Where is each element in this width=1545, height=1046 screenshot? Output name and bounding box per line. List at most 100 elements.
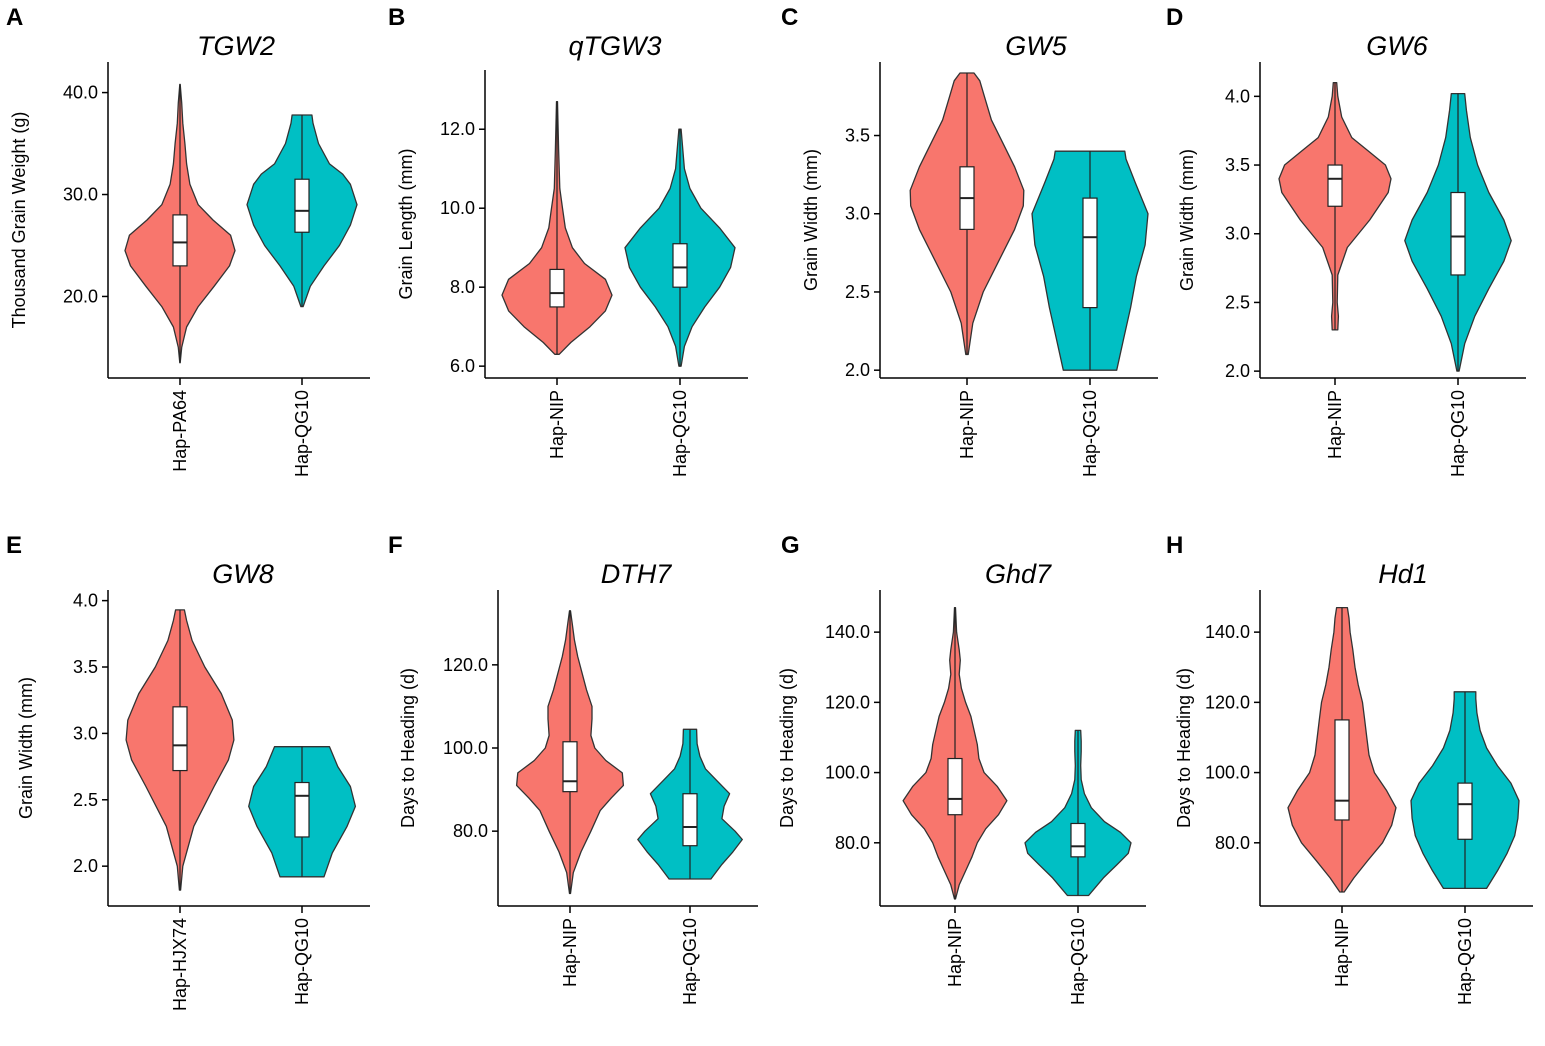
panel-title: Ghd7 — [985, 559, 1052, 589]
y-axis-title: Grain Width (mm) — [801, 149, 821, 291]
panel-title: TGW2 — [197, 31, 275, 61]
panel-letter: C — [781, 4, 798, 31]
y-axis-title: Grain Width (mm) — [16, 677, 36, 819]
y-tick-label: 140.0 — [1205, 622, 1250, 642]
iqr-box — [1070, 822, 1086, 858]
panel-a: A TGW2 20.0 30.0 40.0 Thousand Grain Weight (… — [6, 4, 370, 477]
iqr-box — [672, 243, 688, 288]
category-label: Hap-NIP — [547, 390, 567, 459]
category-label: Hap-NIP — [1325, 390, 1345, 459]
series-hap-nip — [515, 610, 625, 895]
panel-c: C GW5 2.0 2.5 3.0 3.5 Grain Width (mm) Hap-NIP H… — [781, 4, 1158, 477]
series-hap-qg10 — [1404, 92, 1512, 372]
panel-g: G Ghd7 80.0 100.0 120.0 140.0 Days to Heading … — [777, 532, 1146, 1005]
y-axis-title: Grain Length (mm) — [396, 148, 416, 299]
series-hap-qg10 — [624, 128, 736, 367]
category-label: Hap-QG10 — [292, 390, 312, 477]
category-label: Hap-NIP — [945, 918, 965, 987]
y-tick-label: 2.0 — [73, 856, 98, 876]
series-hap-nip — [501, 100, 613, 355]
y-tick-label: 80.0 — [835, 833, 870, 853]
panel-letter: G — [781, 532, 800, 559]
y-tick-label: 6.0 — [450, 356, 475, 376]
y-tick-label: 120.0 — [1205, 692, 1250, 712]
category-label: Hap-QG10 — [680, 918, 700, 1005]
y-tick-label: 20.0 — [63, 286, 98, 306]
series-hap-qg10 — [1024, 729, 1132, 897]
series-hap-nip — [1278, 81, 1392, 331]
category-label: Hap-PA64 — [170, 390, 190, 472]
iqr-box — [562, 741, 578, 793]
y-tick-label: 40.0 — [63, 83, 98, 103]
y-tick-label: 3.5 — [73, 657, 98, 677]
y-tick-label: 30.0 — [63, 185, 98, 205]
iqr-box — [294, 178, 310, 233]
y-tick-label: 3.5 — [1225, 155, 1250, 175]
series-hap-qg10 — [248, 746, 357, 878]
series-hap-nip — [1287, 606, 1397, 893]
category-label: Hap-HJX74 — [170, 918, 190, 1011]
category-label: Hap-QG10 — [1448, 390, 1468, 477]
iqr-box — [1457, 782, 1473, 840]
category-label: Hap-QG10 — [1455, 918, 1475, 1005]
series-hap-nip — [909, 72, 1025, 356]
y-tick-label: 2.0 — [845, 360, 870, 380]
y-tick-label: 100.0 — [443, 738, 488, 758]
category-label: Hap-QG10 — [1068, 918, 1088, 1005]
panel-e: E GW8 2.0 2.5 3.0 3.5 4.0 Grain Width (mm) Hap-H… — [6, 532, 370, 1011]
iqr-box — [549, 268, 565, 308]
y-tick-label: 2.5 — [845, 282, 870, 302]
series-hap-pa64 — [124, 83, 236, 364]
category-label: Hap-QG10 — [670, 390, 690, 477]
y-tick-label: 120.0 — [825, 692, 870, 712]
panel-h: H Hd1 80.0 100.0 120.0 140.0 Days to Heading (… — [1166, 532, 1533, 1005]
y-tick-label: 3.0 — [1225, 224, 1250, 244]
panel-title: GW8 — [212, 559, 274, 589]
series-hap-qg10 — [246, 114, 358, 308]
y-axis-title: Days to Heading (d) — [398, 668, 418, 828]
series-hap-qg10 — [1410, 691, 1520, 890]
y-axis-title: Days to Heading (d) — [777, 668, 797, 828]
y-tick-label: 120.0 — [443, 655, 488, 675]
panel-letter: B — [388, 4, 405, 31]
category-label: Hap-NIP — [1332, 918, 1352, 987]
panel-letter: E — [6, 532, 22, 559]
y-tick-label: 80.0 — [1215, 833, 1250, 853]
series-hap-qg10 — [637, 728, 743, 880]
y-axis-title: Thousand Grain Weight (g) — [9, 112, 29, 329]
category-label: Hap-QG10 — [292, 918, 312, 1005]
iqr-box — [1334, 719, 1350, 821]
iqr-box — [947, 757, 963, 816]
iqr-box — [294, 781, 310, 838]
panel-title: DTH7 — [601, 559, 672, 589]
y-tick-label: 100.0 — [1205, 763, 1250, 783]
panel-letter: F — [388, 532, 403, 559]
y-tick-label: 12.0 — [440, 119, 475, 139]
y-tick-label: 4.0 — [1225, 86, 1250, 106]
y-axis-title: Grain Width (mm) — [1177, 149, 1197, 291]
iqr-box — [1450, 191, 1466, 276]
y-tick-label: 2.5 — [73, 790, 98, 810]
panel-d: D GW6 2.0 2.5 3.0 3.5 4.0 Grain Width (mm) Hap-N… — [1166, 4, 1526, 477]
series-hap-qg10 — [1031, 150, 1149, 371]
category-label: Hap-NIP — [957, 390, 977, 459]
panel-letter: D — [1166, 4, 1183, 31]
y-axis-title: Days to Heading (d) — [1174, 668, 1194, 828]
panel-f: F DTH7 80.0 100.0 120.0 Days to Heading (d) Ha… — [388, 532, 758, 1005]
y-tick-label: 140.0 — [825, 622, 870, 642]
y-tick-label: 2.0 — [1225, 361, 1250, 381]
y-tick-label: 3.0 — [845, 204, 870, 224]
y-tick-label: 2.5 — [1225, 292, 1250, 312]
category-label: Hap-QG10 — [1080, 390, 1100, 477]
y-tick-label: 3.0 — [73, 723, 98, 743]
y-tick-label: 100.0 — [825, 763, 870, 783]
category-label: Hap-NIP — [560, 918, 580, 987]
y-tick-label: 10.0 — [440, 198, 475, 218]
panel-title: GW6 — [1366, 31, 1428, 61]
iqr-box — [682, 793, 698, 847]
panel-title: qTGW3 — [568, 31, 661, 61]
y-tick-label: 4.0 — [73, 591, 98, 611]
iqr-box — [1082, 197, 1098, 309]
